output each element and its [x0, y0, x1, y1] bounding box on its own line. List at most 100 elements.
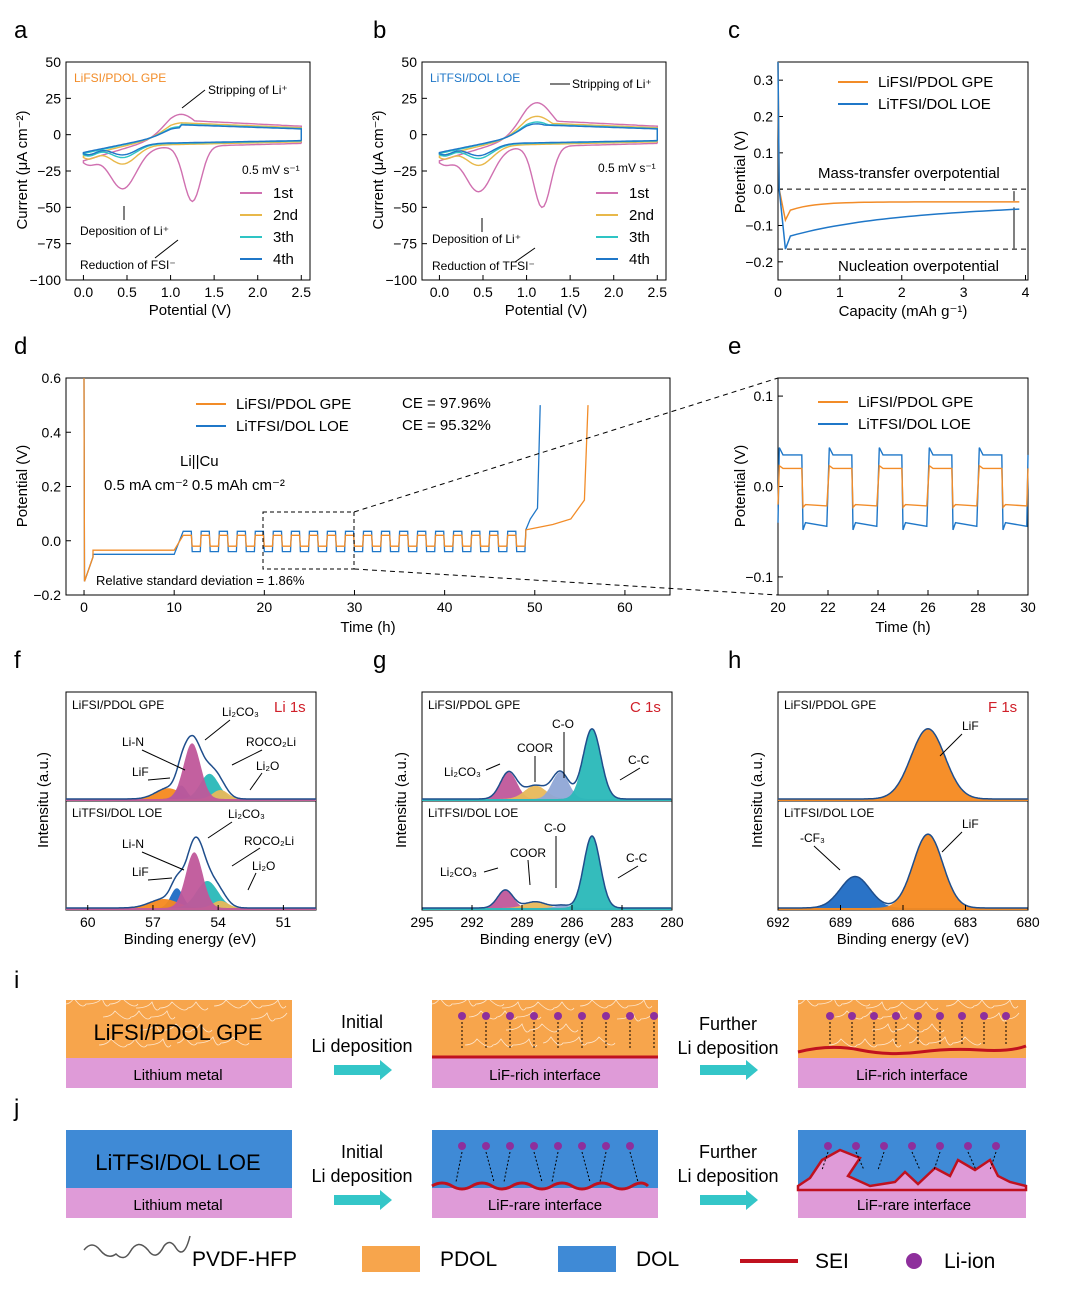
legend-label: 2nd	[629, 207, 654, 224]
cycling-curves	[83, 377, 589, 582]
y-tick-label: −50	[393, 199, 417, 215]
step1-line2: Li deposition	[311, 1036, 412, 1056]
x-tick-label: 286	[560, 914, 584, 930]
y-tick-label: 0	[53, 127, 61, 143]
interface2-label: LiF-rich interface	[856, 1067, 968, 1084]
li-ion	[458, 1012, 466, 1020]
li-ion	[1002, 1012, 1010, 1020]
panel-letter-j: j	[13, 1095, 19, 1122]
li-ion-path	[533, 1151, 543, 1183]
y-tick-label: 50	[401, 54, 417, 70]
legend-label: LiTFSI/DOL LOE	[236, 418, 349, 435]
legend-label: LiFSI/PDOL GPE	[858, 394, 973, 411]
peak-label-li2co3: Li₂CO₃	[444, 765, 481, 779]
y-tick-label: −50	[37, 199, 61, 215]
legend: LiFSI/PDOL GPE LiTFSI/DOL LOE	[196, 396, 351, 435]
lithium-metal-layer	[798, 1188, 1026, 1218]
lithium-metal-layer	[798, 1058, 1026, 1088]
y-tick-label: −0.2	[745, 254, 773, 270]
x-tick-label: 0	[774, 284, 782, 300]
peak-label-lif: LiF	[132, 765, 149, 779]
zoom-curves	[777, 447, 1029, 531]
x-tick-label: 0.0	[74, 284, 94, 300]
step1-line1: Initial	[341, 1012, 383, 1032]
li-ion-path	[933, 1151, 941, 1171]
x-tick-label: 30	[347, 599, 363, 615]
li-ion-path	[503, 1151, 511, 1183]
li-ion	[958, 1012, 966, 1020]
xps-peak-component	[778, 876, 1028, 910]
dol-swatch	[558, 1246, 616, 1272]
top-title: LiFSI/PDOL GPE	[784, 698, 876, 712]
electrolyte-label: LiFSI/PDOL GPE	[93, 1020, 262, 1045]
y-tick-label: −0.1	[745, 569, 773, 585]
y-axis-label: Intensitu (a.u.)	[35, 752, 52, 848]
x-tick-label: 686	[891, 914, 915, 930]
electrolyte-layer	[432, 1000, 658, 1058]
electrolyte-layer	[66, 1000, 292, 1058]
peak-label-co: C-O	[552, 717, 574, 731]
legend-label: 4th	[629, 251, 650, 268]
scan-rate: 0.5 mV s⁻¹	[242, 163, 300, 177]
li-ion	[554, 1012, 562, 1020]
y-tick-label: −0.2	[33, 587, 61, 603]
x-tick-label: 20	[770, 599, 786, 615]
leader-arrow	[247, 872, 257, 891]
xps-envelope	[778, 728, 1028, 800]
interface2-label: LiF-rare interface	[857, 1197, 971, 1214]
zoom-region-box	[262, 511, 355, 570]
xps-envelope	[66, 734, 316, 800]
peak-label-cc: C-C	[628, 753, 650, 767]
interface1-label: LiF-rare interface	[488, 1197, 602, 1214]
li-ion	[980, 1012, 988, 1020]
y-tick-label: −75	[37, 236, 61, 252]
series-LiFSI/PDOL GPE	[777, 464, 1029, 510]
li-ion	[936, 1012, 944, 1020]
annotation-arrow	[154, 239, 179, 259]
li-ion-path	[989, 1151, 997, 1171]
pdol-swatch	[362, 1246, 420, 1272]
lithium-metal-layer	[432, 1058, 658, 1088]
peak-label-lif: LiF	[962, 817, 979, 831]
x-tick-label: 60	[80, 914, 96, 930]
axis-ticks: 0 1 2 3 4 0.3 0.2 0.1 0.0 −0.1 −0.2	[745, 72, 1029, 300]
li-ion	[992, 1142, 1000, 1150]
li-ion-path	[599, 1151, 607, 1183]
sei-layer	[431, 1181, 650, 1191]
leader-arrow	[485, 763, 501, 771]
peak-label-li2o: Li₂O	[252, 859, 275, 873]
li-ion	[908, 1142, 916, 1150]
x-tick-label: 20	[257, 599, 273, 615]
li-ion	[824, 1142, 832, 1150]
li-ion	[530, 1142, 538, 1150]
axis-ticks: 295 292 289 286 283 280	[410, 905, 684, 930]
process-arrow	[334, 1060, 392, 1080]
x-tick-label: 57	[145, 914, 161, 930]
li-ion-path	[967, 1151, 977, 1171]
x-axis-label: Binding energy (eV)	[480, 931, 613, 948]
step2-line1: Further	[699, 1142, 757, 1162]
li-ion	[626, 1142, 634, 1150]
y-tick-label: 25	[401, 90, 417, 106]
legend: LiFSI/PDOL GPE LiTFSI/DOL LOE	[838, 74, 993, 113]
li-ion-path	[551, 1151, 559, 1183]
x-tick-label: 50	[527, 599, 543, 615]
lithium-metal-layer	[66, 1058, 292, 1088]
axis-ticks: 0 10 20 30 40 50 60 0.6 0.4 0.2 0.0 −0.2	[33, 370, 633, 615]
y-tick-label: 50	[45, 54, 61, 70]
panel-letter-f: f	[14, 647, 21, 674]
legend-label: 2nd	[273, 207, 298, 224]
x-tick-label: 692	[766, 914, 790, 930]
x-tick-label: 1.0	[517, 284, 537, 300]
peak-label-li2co3: Li₂CO₃	[222, 705, 259, 719]
x-tick-label: 40	[437, 599, 453, 615]
bottom-title: LiTFSI/DOL LOE	[72, 806, 162, 820]
panel-g-c1s-xps: 295 292 289 286 283 280 LiFSI/PDOL GPE LiTFSI…	[393, 691, 684, 948]
process-arrow	[700, 1060, 758, 1080]
panel-letter-i: i	[14, 967, 19, 994]
y-tick-label: 25	[45, 90, 61, 106]
substrate-label: Lithium metal	[133, 1067, 222, 1084]
leader-arrow	[813, 845, 841, 871]
y-tick-label: 0.3	[754, 72, 774, 88]
